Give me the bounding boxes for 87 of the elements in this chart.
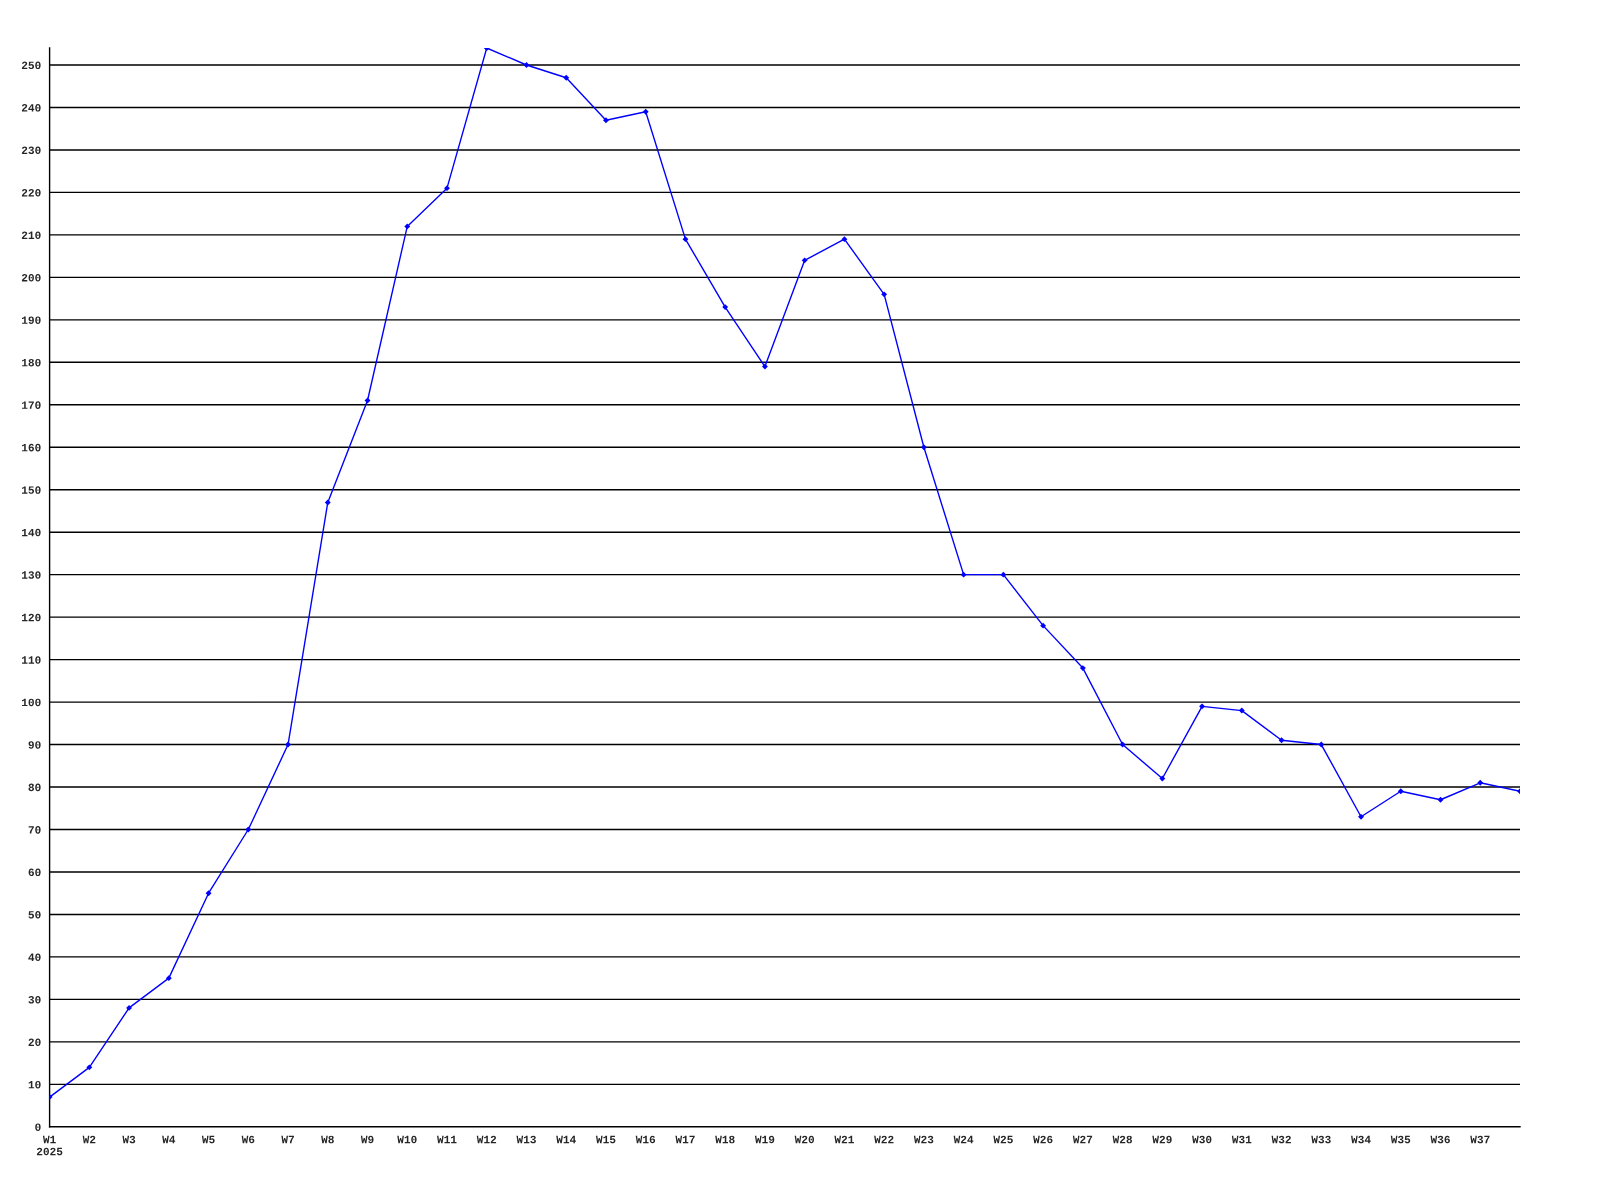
x-tick-label: W13 (516, 1135, 536, 1144)
point (324, 499, 331, 506)
y-tick-label: 70 (28, 826, 41, 834)
point (1358, 813, 1364, 820)
x-tick-label: W34 (1351, 1135, 1371, 1144)
x-tick-label: W2 (82, 1135, 96, 1144)
x-tick-label: W28 (1112, 1135, 1132, 1144)
y-tick-label: 110 (22, 656, 41, 664)
x-tick-label: W5 (201, 1135, 215, 1144)
y-tick-label: 230 (21, 146, 41, 155)
y-tick-label: 220 (21, 189, 41, 197)
point (920, 444, 927, 451)
point (682, 236, 689, 243)
x-tick-label: W31 (1231, 1135, 1252, 1144)
x-tick-label: W30 (1192, 1135, 1212, 1144)
point (205, 890, 212, 897)
y-tick-label: 200 (21, 273, 41, 282)
x-tick-label: W23 (913, 1135, 934, 1144)
y-tick-label: 180 (22, 358, 41, 367)
x-tick-label: W26 (1033, 1135, 1053, 1144)
y-tick-label: 210 (21, 231, 41, 240)
y-tick-label: 250 (21, 61, 41, 70)
point (285, 741, 291, 748)
point (523, 62, 530, 68)
point (761, 363, 768, 370)
x-tick-label: W24 (953, 1135, 974, 1144)
x-tick-label: W22 (874, 1135, 894, 1144)
x-tick-label: W10 (397, 1135, 417, 1144)
y-tick-label: 100 (22, 698, 41, 707)
x-tick-label: W37 (1470, 1135, 1490, 1144)
y-tick-label: 190 (22, 316, 41, 324)
x-tick-label: W15 (595, 1135, 616, 1144)
x-tick-label: W29 (1152, 1135, 1172, 1144)
point (1238, 707, 1245, 714)
y-tick-label: 30 (28, 995, 41, 1004)
x-tick-label: W14 (556, 1135, 576, 1144)
x-tick-label: W6 (241, 1135, 255, 1144)
point (1318, 741, 1325, 748)
y-tick-label: 160 (22, 443, 41, 452)
point (404, 223, 411, 230)
x-tick-label: W3 (122, 1135, 136, 1144)
x-tick-label: W35 (1390, 1135, 1411, 1144)
point (245, 826, 252, 833)
x-tick-label: W20 (794, 1135, 815, 1144)
y-tick-label: 10 (28, 1080, 41, 1089)
y-tick-label: 140 (22, 528, 41, 537)
y-tick-label: 40 (28, 953, 41, 962)
point (722, 304, 729, 311)
x-tick-label: W32 (1271, 1135, 1291, 1144)
y-tick-label: 90 (28, 741, 41, 749)
y-tick-label: 240 (21, 104, 41, 112)
x-tick-label: W12 (476, 1135, 497, 1144)
point (1437, 796, 1444, 803)
y-tick-label: 150 (22, 486, 41, 494)
x-tick-label: W21 (834, 1135, 854, 1144)
point (444, 185, 450, 192)
y-tick-label: 20 (28, 1038, 41, 1046)
y-tick-label: 60 (28, 868, 41, 877)
x-tick-label: W4 (162, 1135, 176, 1144)
x-tick-label: W9 (360, 1135, 374, 1144)
point (1199, 703, 1206, 710)
y-tick-label: 0 (35, 1123, 41, 1131)
x-tick-label: W8 (321, 1135, 334, 1144)
point (1278, 737, 1285, 744)
x-tick-label: W7 (281, 1135, 294, 1144)
x-tick-label: W36 (1430, 1135, 1450, 1144)
x-tick-label: W25 (993, 1135, 1013, 1144)
y-tick-label: 50 (28, 911, 41, 919)
point (1040, 622, 1047, 629)
point (841, 236, 848, 243)
x-tick-label: W19 (754, 1135, 775, 1144)
y-tick-label: 130 (22, 571, 41, 579)
point (603, 117, 609, 124)
x-tick-label: W1 2025 (36, 1135, 63, 1156)
x-tick-label: W18 (715, 1135, 735, 1144)
point (563, 74, 570, 81)
x-tick-label: W27 (1072, 1135, 1093, 1144)
y-tick-label: 120 (22, 613, 41, 622)
x-tick-label: W33 (1311, 1135, 1331, 1144)
x-tick-label: W16 (635, 1135, 656, 1144)
point (1079, 665, 1086, 672)
x-tick-label: W17 (675, 1135, 695, 1144)
point (1159, 775, 1166, 782)
point (881, 291, 888, 298)
y-tick-label: 170 (22, 401, 41, 409)
y-tick-label: 80 (28, 783, 41, 792)
x-tick-label: W11 (437, 1135, 457, 1144)
